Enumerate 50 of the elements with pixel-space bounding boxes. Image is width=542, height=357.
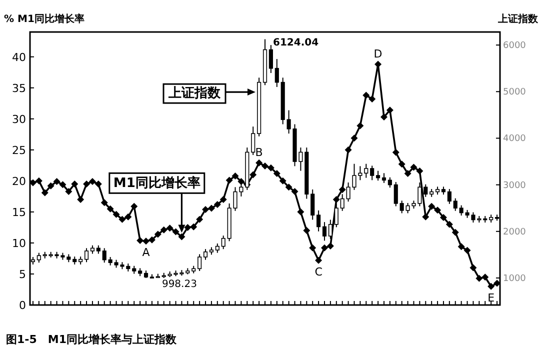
annotation: 上证指数 (168, 86, 222, 102)
y-axis-title: % M1同比增长率 (4, 13, 84, 25)
y2-tick-label: 6000 (503, 41, 526, 52)
candlestick (215, 243, 220, 254)
annotation: E (488, 291, 495, 304)
y-tick-label: 5 (19, 268, 26, 281)
y2-tick-label: 5000 (503, 88, 526, 98)
candlestick (453, 198, 458, 212)
annotation: 998.23 (162, 279, 197, 290)
candlestick (424, 184, 428, 198)
candlestick (394, 182, 398, 207)
candlestick (102, 248, 106, 264)
candlestick (268, 44, 273, 74)
annotation: A (142, 246, 150, 260)
y-tick-label: 35 (12, 82, 26, 95)
candlestick (221, 235, 226, 250)
y-tick-label: 15 (12, 206, 26, 219)
candlestick (322, 222, 327, 242)
candlestick (447, 188, 452, 204)
y2-axis-title: 上证指数 (497, 13, 539, 25)
y2-tick-label: 4000 (503, 134, 526, 144)
candlestick (251, 126, 256, 156)
y2-tick-label: 3000 (503, 180, 526, 191)
y-tick-label: 25 (12, 144, 26, 157)
annotation: 6124.04 (273, 37, 319, 48)
candlestick (388, 176, 392, 188)
candlestick (36, 252, 41, 264)
candlestick (370, 165, 374, 181)
candlestick (198, 254, 202, 272)
candlestick (376, 170, 380, 182)
y-tick-label: 10 (12, 236, 26, 250)
series-label: M1同比增长率 (113, 175, 200, 192)
candlestick (328, 219, 332, 240)
y-tick-label: 20 (12, 174, 26, 188)
y-tick-label: 0 (19, 299, 26, 312)
y-tick-label: 40 (12, 50, 26, 64)
candlestick (310, 188, 315, 220)
caption: 图1-5 M1同比增长率与上证指数 (6, 333, 178, 346)
y2-tick-label: 1000 (503, 274, 526, 284)
annotation: D (374, 47, 382, 60)
candlestick (84, 248, 89, 263)
candlestick (316, 210, 321, 232)
candlestick (382, 172, 386, 184)
annotation: C (314, 265, 323, 278)
y2-tick-label: 2000 (503, 227, 526, 238)
annotation: B (255, 146, 263, 159)
candlestick (364, 163, 368, 178)
y-tick-label: 30 (12, 112, 26, 126)
candlestick (274, 58, 279, 88)
candlestick (203, 248, 208, 260)
